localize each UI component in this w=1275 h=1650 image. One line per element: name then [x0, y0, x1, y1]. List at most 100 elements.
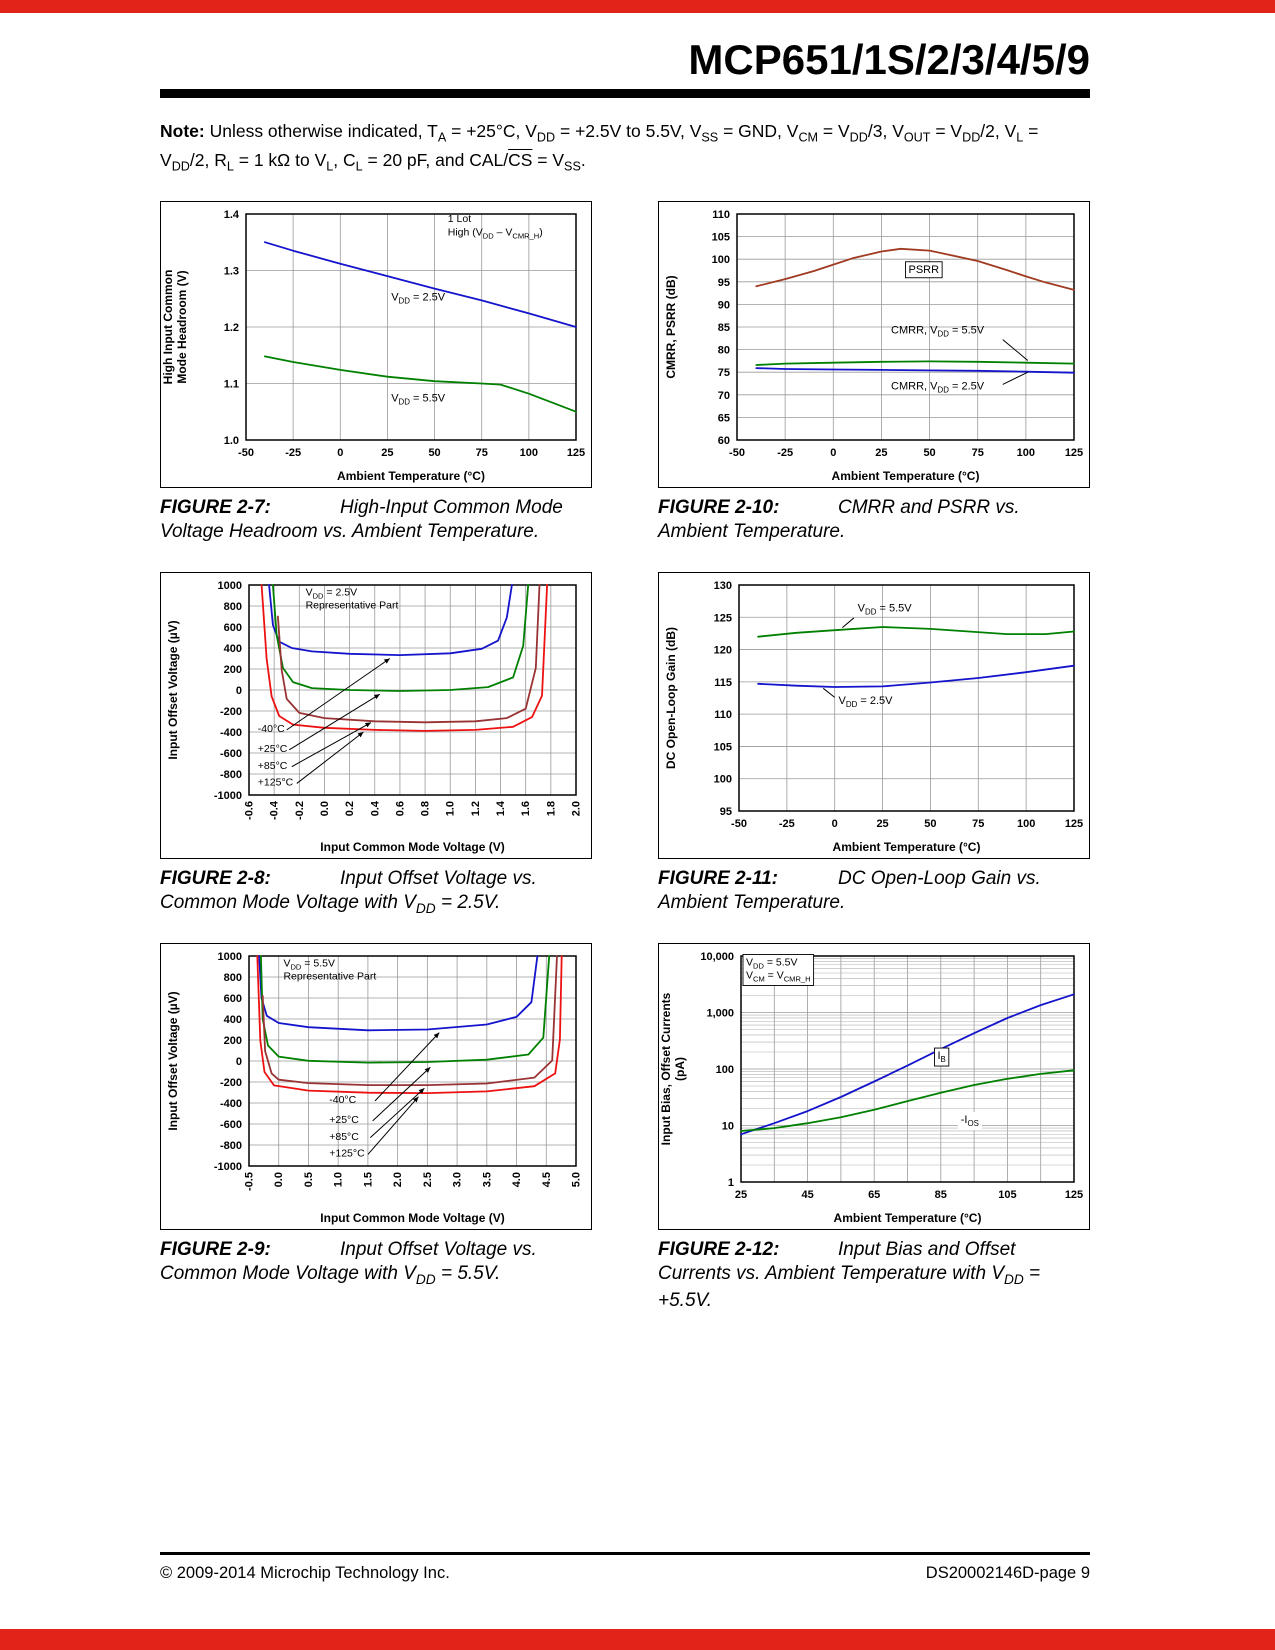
- bottom-red-bar: [0, 1629, 1275, 1650]
- svg-text:(pA): (pA): [673, 1057, 687, 1081]
- svg-text:1.5: 1.5: [362, 1172, 374, 1187]
- page-content: MCP651/1S/2/3/4/5/9 Note: Unless otherwi…: [160, 0, 1090, 1314]
- svg-text:+85°C: +85°C: [258, 760, 288, 772]
- svg-text:200: 200: [224, 1035, 242, 1047]
- svg-text:1,000: 1,000: [706, 1007, 734, 1019]
- figure-2-10-caption: FIGURE 2-10: CMRR and PSRR vs. Ambient Te…: [658, 496, 1090, 552]
- svg-text:75: 75: [476, 447, 488, 459]
- figure-caption-label: FIGURE 2-9:: [160, 1238, 271, 1260]
- svg-text:1000: 1000: [218, 951, 242, 963]
- svg-text:-25: -25: [285, 447, 301, 459]
- svg-text:1.0: 1.0: [224, 435, 239, 447]
- svg-text:VDD = 5.5V: VDD = 5.5V: [283, 957, 335, 971]
- svg-text:-600: -600: [220, 748, 242, 760]
- svg-text:100: 100: [716, 1064, 734, 1076]
- figure-2-9-chart: -0.5 0.0 0.5 1.0 1.5 2.0 2.5 3.0 3.5 4.0 4.5 5.0 -10…: [166, 951, 583, 1225]
- figure-2-8-chart: -0.6 -0.4 -0.2 0.0 0.2 0.4 0.6 0.8 1.0 1.2 1.4 1.6 1…: [166, 580, 583, 854]
- svg-text:130: 130: [714, 580, 732, 592]
- figure-caption-label: FIGURE 2-8:: [160, 867, 271, 889]
- figure-2-11-frame: -50 -25 0 25 50 75 100 125 95 100 105 110 115 120 125 1…: [658, 571, 1090, 859]
- figure-caption-text: CMRR and PSRR vs. Ambient Temperature.: [658, 496, 1020, 543]
- header-rule: [160, 89, 1090, 98]
- svg-text:50: 50: [923, 447, 935, 459]
- svg-text:2.0: 2.0: [392, 1172, 404, 1187]
- figure-2-7-chart: -50 -25 0 25 50 75 100 125 1.0 1.1 1.2 1.3 1.4 Ambien…: [161, 209, 585, 483]
- svg-text:0.4: 0.4: [369, 800, 381, 816]
- svg-text:Input Offset Voltage (µV): Input Offset Voltage (µV): [166, 620, 180, 759]
- svg-text:PSRR: PSRR: [909, 264, 940, 276]
- svg-text:600: 600: [224, 622, 242, 634]
- conditions-note: Note: Unless otherwise indicated, TA = +…: [160, 121, 1039, 174]
- svg-text:25: 25: [876, 818, 888, 830]
- svg-text:125: 125: [1065, 1189, 1083, 1201]
- svg-text:2.5: 2.5: [422, 1172, 434, 1187]
- figure-2-10-chart: -50 -25 0 25 50 75 100 125 60 65 70 75 80 85 90 95 100 10…: [664, 209, 1083, 483]
- svg-text:-200: -200: [220, 706, 242, 718]
- svg-text:85: 85: [935, 1189, 947, 1201]
- svg-text:400: 400: [224, 643, 242, 655]
- figure-2-11-chart: -50 -25 0 25 50 75 100 125 95 100 105 110 115 120 125 1…: [664, 580, 1083, 854]
- svg-text:VDD = 5.5V: VDD = 5.5V: [746, 956, 798, 970]
- svg-text:VDD = 2.5V: VDD = 2.5V: [391, 291, 446, 305]
- svg-text:Mode Headroom (V): Mode Headroom (V): [175, 270, 189, 383]
- svg-text:25: 25: [381, 447, 393, 459]
- svg-text:0.0: 0.0: [319, 801, 331, 816]
- figure-2-11-caption: FIGURE 2-11: DC Open-Loop Gain vs. Ambien…: [658, 867, 1090, 923]
- svg-text:-1000: -1000: [214, 790, 242, 802]
- svg-text:Input Common Mode Voltage (V): Input Common Mode Voltage (V): [320, 1211, 504, 1225]
- svg-text:75: 75: [972, 818, 984, 830]
- figure-2-12-chart: 25 45 65 85 105 125 1 10 100 1,000 10,000 Ambient T…: [659, 951, 1083, 1225]
- svg-text:600: 600: [224, 993, 242, 1005]
- svg-text:75: 75: [972, 447, 984, 459]
- svg-text:-400: -400: [220, 727, 242, 739]
- svg-text:Ambient Temperature (°C): Ambient Temperature (°C): [834, 1211, 982, 1225]
- svg-text:10: 10: [722, 1120, 734, 1132]
- svg-text:100: 100: [520, 447, 538, 459]
- svg-text:CMRR, PSRR (dB): CMRR, PSRR (dB): [664, 275, 678, 378]
- figure-caption-text: Input Offset Voltage vs. Common Mode Vol…: [160, 867, 537, 917]
- svg-text:-50: -50: [238, 447, 254, 459]
- svg-text:0.6: 0.6: [394, 801, 406, 816]
- svg-text:IB: IB: [937, 1050, 945, 1064]
- svg-text:100: 100: [1017, 447, 1035, 459]
- svg-text:High (VDD – VCMR_H): High (VDD – VCMR_H): [448, 226, 543, 240]
- svg-text:VDD = 5.5V: VDD = 5.5V: [391, 392, 446, 406]
- svg-text:-50: -50: [729, 447, 745, 459]
- svg-text:-40°C: -40°C: [329, 1094, 356, 1106]
- figure-2-8-frame: -0.6 -0.4 -0.2 0.0 0.2 0.4 0.6 0.8 1.0 1.2 1.4 1.6 1…: [160, 571, 592, 859]
- svg-text:1.6: 1.6: [520, 801, 532, 816]
- svg-text:CMRR, VDD = 5.5V: CMRR, VDD = 5.5V: [891, 324, 985, 338]
- svg-text:125: 125: [567, 447, 585, 459]
- svg-text:1.2: 1.2: [224, 322, 239, 334]
- svg-text:400: 400: [224, 1014, 242, 1026]
- svg-text:+85°C: +85°C: [329, 1131, 359, 1143]
- figure-2-7: -50 -25 0 25 50 75 100 125 1.0 1.1 1.2 1.3 1.4 Ambien…: [160, 200, 592, 552]
- svg-text:2.0: 2.0: [571, 801, 583, 816]
- svg-text:+125°C: +125°C: [258, 776, 294, 788]
- svg-text:1.1: 1.1: [224, 378, 239, 390]
- page-footer: © 2009-2014 Microchip Technology Inc. DS…: [160, 1552, 1090, 1583]
- figure-caption-text: Input Offset Voltage vs. Common Mode Vol…: [160, 1238, 537, 1288]
- svg-text:1.4: 1.4: [495, 800, 507, 816]
- footer-copyright: © 2009-2014 Microchip Technology Inc.: [160, 1564, 450, 1582]
- svg-text:45: 45: [801, 1189, 813, 1201]
- svg-text:DC Open-Loop Gain (dB): DC Open-Loop Gain (dB): [664, 627, 678, 769]
- figure-caption-text: DC Open-Loop Gain vs. Ambient Temperatur…: [658, 867, 1041, 914]
- svg-text:25: 25: [735, 1189, 747, 1201]
- svg-text:110: 110: [714, 709, 732, 721]
- svg-text:4.0: 4.0: [511, 1172, 523, 1187]
- svg-text:0.0: 0.0: [273, 1172, 285, 1187]
- svg-text:-40°C: -40°C: [258, 723, 285, 735]
- figure-2-7-caption: FIGURE 2-7: High-Input Common Mode Voltag…: [160, 496, 592, 552]
- svg-text:0.5: 0.5: [303, 1172, 315, 1187]
- figure-2-11: -50 -25 0 25 50 75 100 125 95 100 105 110 115 120 125 1…: [658, 571, 1090, 923]
- svg-text:1.2: 1.2: [470, 801, 482, 816]
- svg-text:-IOS: -IOS: [961, 1114, 979, 1128]
- svg-text:-1000: -1000: [214, 1161, 242, 1173]
- svg-text:85: 85: [718, 322, 730, 334]
- svg-text:0: 0: [830, 447, 836, 459]
- svg-text:1.0: 1.0: [333, 1172, 345, 1187]
- figure-caption-label: FIGURE 2-11:: [658, 867, 779, 889]
- figure-2-10-frame: -50 -25 0 25 50 75 100 125 60 65 70 75 80 85 90 95 100 10…: [658, 200, 1090, 488]
